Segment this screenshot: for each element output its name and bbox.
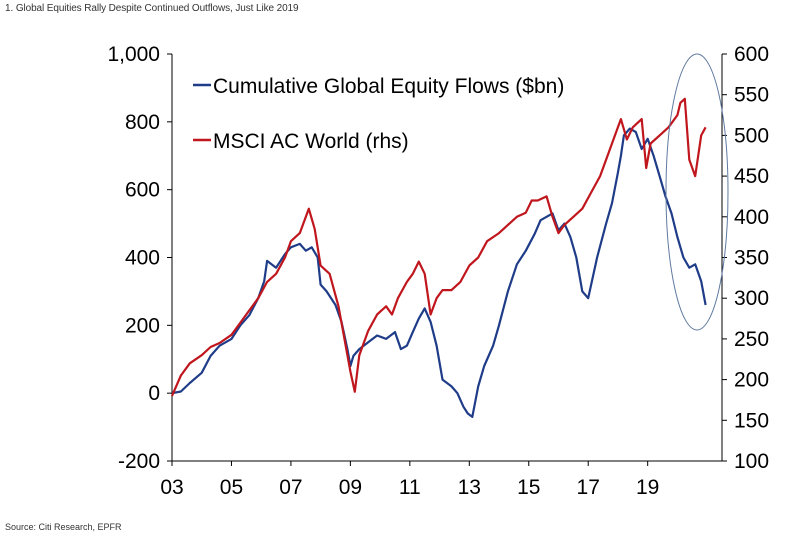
left-tick-label: 0 — [148, 382, 160, 405]
left-tick-label: 1,000 — [107, 43, 160, 66]
source-note: Source: Citi Research, EPFR — [5, 522, 122, 532]
x-tick-label: 05 — [220, 476, 243, 499]
right-tick-label: 450 — [734, 165, 769, 188]
chart-lines — [170, 97, 707, 418]
right-tick-label: 600 — [734, 43, 769, 66]
chart-title: 1. Global Equities Rally Despite Continu… — [5, 3, 299, 14]
series-line-msci-world — [170, 97, 707, 397]
x-tick-label: 09 — [339, 476, 362, 499]
left-tick-label: 800 — [125, 111, 160, 134]
left-tick-label: -200 — [118, 450, 160, 473]
x-tick-label: 15 — [517, 476, 540, 499]
x-tick-label: 11 — [399, 476, 421, 499]
right-tick-label: 350 — [734, 247, 769, 270]
x-tick-label: 17 — [577, 476, 600, 499]
right-tick-label: 550 — [734, 84, 769, 107]
right-tick-label: 200 — [734, 369, 769, 392]
right-tick-label: 100 — [734, 450, 769, 473]
right-tick-label: 500 — [734, 124, 769, 147]
right-tick-label: 300 — [734, 287, 769, 310]
chart-axes: -200 0 200 400 600 800 1,000 100 150 200 250 300 350… — [107, 43, 769, 499]
right-tick-label: 400 — [734, 206, 769, 229]
series-line-equity-flows — [171, 127, 707, 418]
right-tick-label: 150 — [734, 409, 769, 432]
legend-label: MSCI AC World (rhs) — [213, 130, 409, 153]
chart-legend: Cumulative Global Equity Flows ($bn) MSCI… — [193, 75, 564, 153]
x-tick-label: 13 — [458, 476, 481, 499]
right-tick-label: 250 — [734, 328, 769, 351]
left-tick-label: 200 — [125, 314, 160, 337]
x-tick-label: 07 — [279, 476, 302, 499]
highlight-ellipse — [665, 53, 729, 331]
legend-label: Cumulative Global Equity Flows ($bn) — [213, 75, 564, 98]
left-tick-label: 400 — [125, 247, 160, 270]
x-tick-label: 19 — [636, 476, 659, 499]
left-tick-label: 600 — [125, 179, 160, 202]
x-tick-label: 03 — [160, 476, 183, 499]
